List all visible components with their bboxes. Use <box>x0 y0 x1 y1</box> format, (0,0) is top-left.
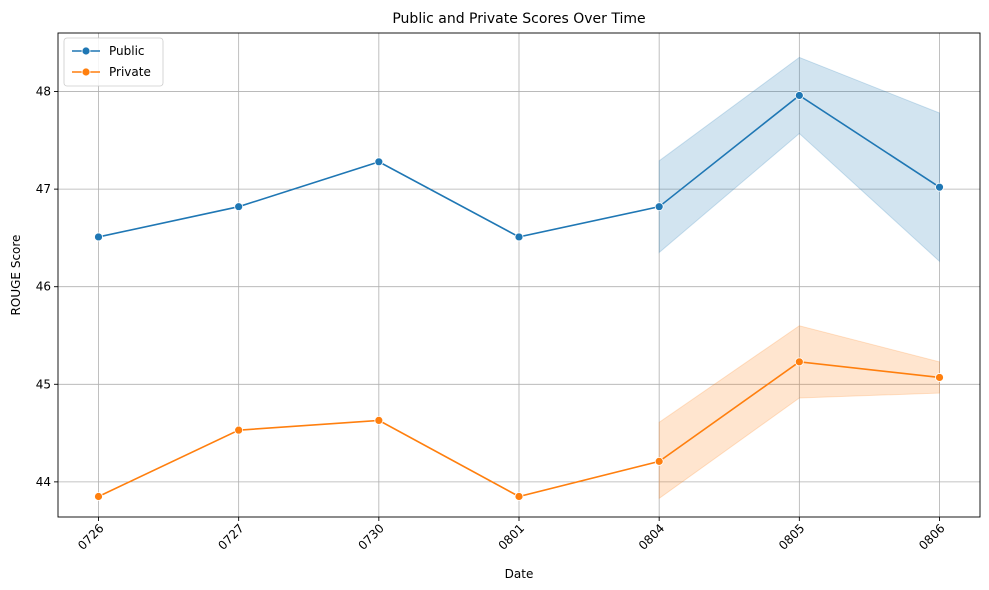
data-point <box>514 492 524 501</box>
data-point <box>935 373 944 382</box>
chart-title: Public and Private Scores Over Time <box>392 11 645 27</box>
y-tick-label: 48 <box>36 85 51 99</box>
data-point <box>935 182 944 192</box>
y-tick-label: 46 <box>36 280 51 294</box>
data-point <box>374 157 384 167</box>
x-axis-label: Date <box>505 567 534 581</box>
legend-marker <box>81 67 91 77</box>
data-point <box>374 415 384 425</box>
data-point <box>654 456 664 466</box>
data-point <box>94 492 103 501</box>
y-tick-label: 47 <box>36 182 51 196</box>
data-point <box>794 357 804 367</box>
legend-marker <box>81 46 91 56</box>
legend: Public Private <box>63 37 164 87</box>
data-point <box>514 232 524 242</box>
data-point <box>234 425 244 435</box>
y-tick-label: 44 <box>36 475 51 489</box>
y-axis-label: ROUGE Score <box>9 235 23 316</box>
data-point <box>654 202 664 212</box>
legend-entry: Private <box>109 65 151 79</box>
legend-entry: Public <box>109 44 145 58</box>
confidence-band <box>658 56 940 263</box>
data-point <box>794 91 804 100</box>
y-tick-label: 45 <box>36 377 51 391</box>
data-point <box>234 202 244 212</box>
data-point <box>94 232 103 242</box>
